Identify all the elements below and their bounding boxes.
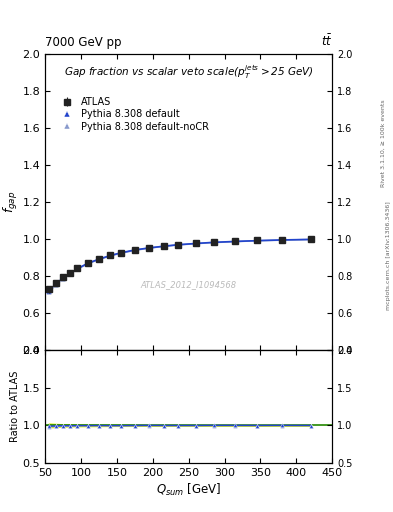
Pythia 8.308 default-noCR (147, 245, 152, 251)
Y-axis label: $f_{gap}$: $f_{gap}$ (2, 190, 20, 213)
Pythia 8.308 default (211, 239, 216, 245)
Line: Pythia 8.308 default: Pythia 8.308 default (46, 237, 313, 293)
Pythia 8.308 default (254, 238, 259, 244)
Pythia 8.308 default (107, 252, 112, 259)
Pythia 8.308 default (147, 245, 152, 251)
Pythia 8.308 default (308, 237, 313, 243)
Pythia 8.308 default-noCR (132, 247, 137, 253)
Pythia 8.308 default (46, 288, 51, 294)
Pythia 8.308 default-noCR (68, 271, 73, 277)
Pythia 8.308 default (132, 247, 137, 253)
Pythia 8.308 default (97, 256, 101, 262)
X-axis label: $Q_{sum}$ [GeV]: $Q_{sum}$ [GeV] (156, 482, 221, 499)
Pythia 8.308 default-noCR (118, 250, 123, 257)
Pythia 8.308 default-noCR (107, 253, 112, 259)
Pythia 8.308 default (86, 260, 90, 266)
Pythia 8.308 default-noCR (211, 240, 216, 246)
Pythia 8.308 default (279, 237, 284, 243)
Pythia 8.308 default (75, 266, 80, 272)
Text: mcplots.cern.ch [arXiv:1306.3436]: mcplots.cern.ch [arXiv:1306.3436] (386, 202, 391, 310)
Pythia 8.308 default-noCR (233, 239, 238, 245)
Pythia 8.308 default-noCR (308, 237, 313, 243)
Pythia 8.308 default (161, 243, 166, 249)
Pythia 8.308 default (61, 275, 66, 281)
Pythia 8.308 default-noCR (254, 238, 259, 244)
Pythia 8.308 default-noCR (161, 243, 166, 249)
Text: $t\bar{t}$: $t\bar{t}$ (321, 33, 332, 49)
Y-axis label: Ratio to ATLAS: Ratio to ATLAS (10, 371, 20, 442)
Pythia 8.308 default-noCR (75, 266, 80, 272)
Pythia 8.308 default (68, 270, 73, 276)
Pythia 8.308 default-noCR (61, 275, 66, 282)
Pythia 8.308 default (233, 239, 238, 245)
Pythia 8.308 default-noCR (97, 257, 101, 263)
Pythia 8.308 default-noCR (193, 241, 198, 247)
Text: Gap fraction vs scalar veto scale($p_T^{jets}>$25 GeV): Gap fraction vs scalar veto scale($p_T^{… (64, 62, 314, 80)
Pythia 8.308 default (53, 281, 58, 287)
Text: Rivet 3.1.10, ≥ 100k events: Rivet 3.1.10, ≥ 100k events (381, 99, 386, 187)
Pythia 8.308 default-noCR (279, 237, 284, 243)
Pythia 8.308 default-noCR (176, 242, 180, 248)
Pythia 8.308 default (176, 242, 180, 248)
Pythia 8.308 default-noCR (53, 282, 58, 288)
Pythia 8.308 default-noCR (46, 289, 51, 295)
Text: 7000 GeV pp: 7000 GeV pp (45, 36, 122, 49)
Text: ATLAS_2012_I1094568: ATLAS_2012_I1094568 (141, 280, 237, 289)
Line: Pythia 8.308 default-noCR: Pythia 8.308 default-noCR (46, 237, 313, 295)
Pythia 8.308 default (193, 241, 198, 247)
Pythia 8.308 default (118, 250, 123, 256)
Legend: ATLAS, Pythia 8.308 default, Pythia 8.308 default-noCR: ATLAS, Pythia 8.308 default, Pythia 8.30… (56, 94, 212, 135)
Pythia 8.308 default-noCR (86, 261, 90, 267)
